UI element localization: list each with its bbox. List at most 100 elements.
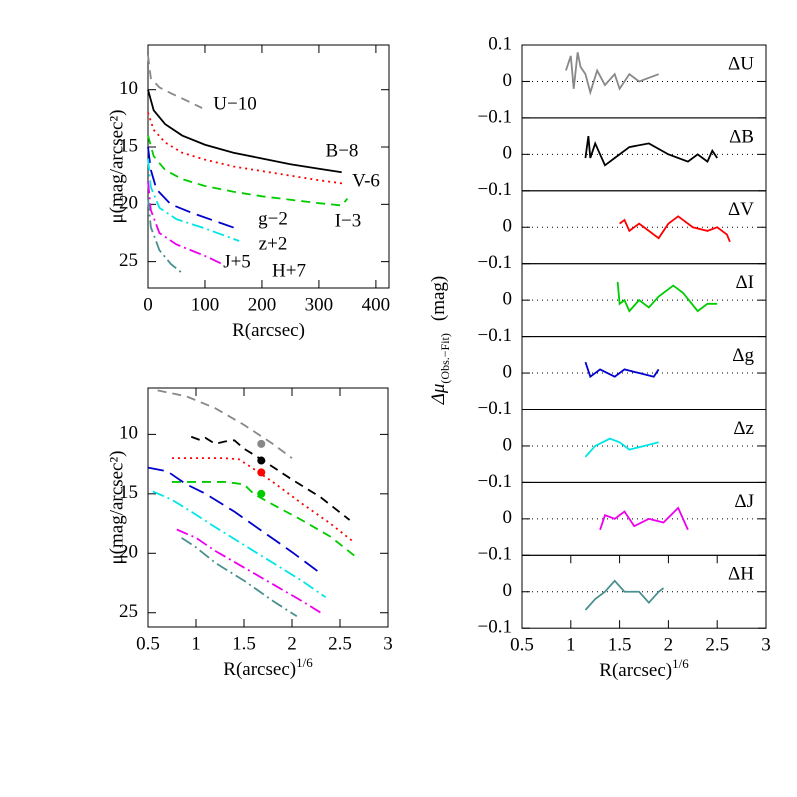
x-tick-label: 2.5 bbox=[328, 633, 352, 654]
series-line bbox=[147, 112, 345, 185]
y-tick-label: 0 bbox=[503, 70, 513, 91]
x-tick-label: 3 bbox=[383, 633, 393, 654]
y-axis-label: μ(mag/arcsec²) bbox=[106, 110, 127, 224]
series-line bbox=[616, 281, 718, 313]
x-axis-label-main: R(arcsec) bbox=[223, 659, 296, 680]
x-axis-label: R(arcsec) bbox=[232, 320, 305, 341]
y-tick-label: −0.1 bbox=[478, 106, 512, 127]
series-line bbox=[172, 481, 355, 557]
plot-frame bbox=[147, 387, 389, 628]
y-tick-label: 0 bbox=[503, 289, 513, 310]
panel-label: Δz bbox=[733, 418, 754, 439]
y-axis-label-unit: (mag) bbox=[428, 276, 449, 321]
series-line bbox=[152, 490, 327, 599]
panel-label: ΔV bbox=[728, 199, 754, 220]
y-tick-label: 0 bbox=[503, 361, 513, 382]
y-tick-label: 0 bbox=[503, 507, 513, 528]
plot-frame bbox=[521, 481, 767, 556]
x-tick-label: 200 bbox=[248, 294, 277, 315]
marker bbox=[257, 468, 266, 477]
panel-label: ΔH bbox=[728, 564, 754, 585]
y-tick-label: 0 bbox=[503, 216, 513, 237]
series-line bbox=[147, 158, 240, 242]
x-axis-label: R(arcsec)1/6 bbox=[223, 655, 313, 680]
series-label: V-6 bbox=[352, 170, 380, 191]
panel-label: Δg bbox=[732, 345, 754, 366]
series-line bbox=[584, 437, 659, 458]
x-tick-label: 3 bbox=[761, 635, 771, 656]
y-tick-label: −0.1 bbox=[478, 471, 512, 492]
series-line bbox=[565, 52, 659, 96]
series-line bbox=[599, 506, 689, 531]
series-label: U−10 bbox=[213, 93, 256, 114]
series-line bbox=[157, 389, 293, 459]
y-tick-label: 20 bbox=[119, 542, 138, 563]
series-line bbox=[147, 135, 349, 207]
y-tick-label: −0.1 bbox=[478, 325, 512, 346]
series-line bbox=[181, 537, 298, 618]
series-line bbox=[190, 435, 351, 521]
y-axis-label-main: Δμ bbox=[428, 384, 449, 406]
series-label: g−2 bbox=[258, 208, 288, 229]
y-tick-label: 0 bbox=[503, 434, 513, 455]
x-tick-label: 1 bbox=[566, 635, 576, 656]
series-line bbox=[147, 466, 322, 575]
x-tick-label: 1.5 bbox=[232, 633, 256, 654]
plot-frame bbox=[521, 336, 767, 411]
y-axis-label-sub: (Obs.−Fit) bbox=[438, 333, 452, 383]
y-tick-label: 25 bbox=[119, 250, 138, 271]
y-axis-label: Δμ(Obs.−Fit) (mag) bbox=[428, 276, 451, 406]
x-tick-label: 0.5 bbox=[136, 633, 160, 654]
x-axis-label-main: R(arcsec) bbox=[232, 320, 305, 341]
series-line bbox=[147, 146, 240, 231]
series-label: H+7 bbox=[272, 260, 306, 281]
x-tick-label: 2 bbox=[287, 633, 297, 654]
series-label: B−8 bbox=[326, 140, 359, 161]
series-line bbox=[584, 579, 665, 611]
x-axis-label: R(arcsec)1/6 bbox=[599, 656, 689, 681]
series-label: I−3 bbox=[335, 210, 362, 231]
x-axis-label-sup: 1/6 bbox=[672, 656, 689, 671]
marker bbox=[257, 456, 266, 465]
y-tick-label: 0 bbox=[503, 143, 513, 164]
x-tick-label: 2.5 bbox=[705, 635, 729, 656]
y-tick-label: 0 bbox=[503, 580, 513, 601]
panel-label: ΔU bbox=[728, 53, 754, 74]
y-tick-label: −0.1 bbox=[478, 544, 512, 565]
x-axis-label-main: R(arcsec) bbox=[599, 661, 672, 682]
panel-label: ΔB bbox=[729, 126, 754, 147]
marker bbox=[257, 489, 266, 498]
series-line bbox=[147, 89, 342, 174]
x-tick-label: 1.5 bbox=[608, 635, 632, 656]
x-tick-label: 0 bbox=[143, 294, 153, 315]
series-line bbox=[147, 198, 183, 274]
series-line bbox=[584, 136, 718, 167]
series-line bbox=[172, 457, 355, 544]
x-tick-label: 400 bbox=[362, 294, 391, 315]
y-tick-label: 0.1 bbox=[488, 33, 512, 54]
y-tick-label: −0.1 bbox=[478, 252, 512, 273]
series-line bbox=[584, 361, 660, 379]
y-tick-label: 25 bbox=[119, 601, 138, 622]
y-tick-label: 15 bbox=[119, 482, 138, 503]
y-tick-label: 15 bbox=[119, 135, 138, 156]
panel-label: ΔI bbox=[735, 272, 754, 293]
series-line bbox=[147, 55, 203, 109]
x-tick-label: 300 bbox=[305, 294, 334, 315]
y-tick-label: −0.1 bbox=[478, 179, 512, 200]
y-axis-label: μ(mag/arcsec²) bbox=[106, 451, 127, 565]
y-tick-label: 10 bbox=[119, 423, 138, 444]
x-tick-label: 2 bbox=[664, 635, 674, 656]
y-tick-label: 10 bbox=[119, 78, 138, 99]
x-tick-label: 100 bbox=[191, 294, 220, 315]
x-axis-label-sup: 1/6 bbox=[296, 655, 313, 670]
marker bbox=[257, 439, 266, 448]
series-label: z+2 bbox=[259, 233, 288, 254]
y-tick-label: 20 bbox=[119, 193, 138, 214]
series-line bbox=[619, 215, 731, 243]
x-tick-label: 1 bbox=[191, 633, 201, 654]
series-line bbox=[176, 528, 322, 614]
y-tick-label: −0.1 bbox=[478, 398, 512, 419]
plot-frame bbox=[521, 263, 767, 338]
